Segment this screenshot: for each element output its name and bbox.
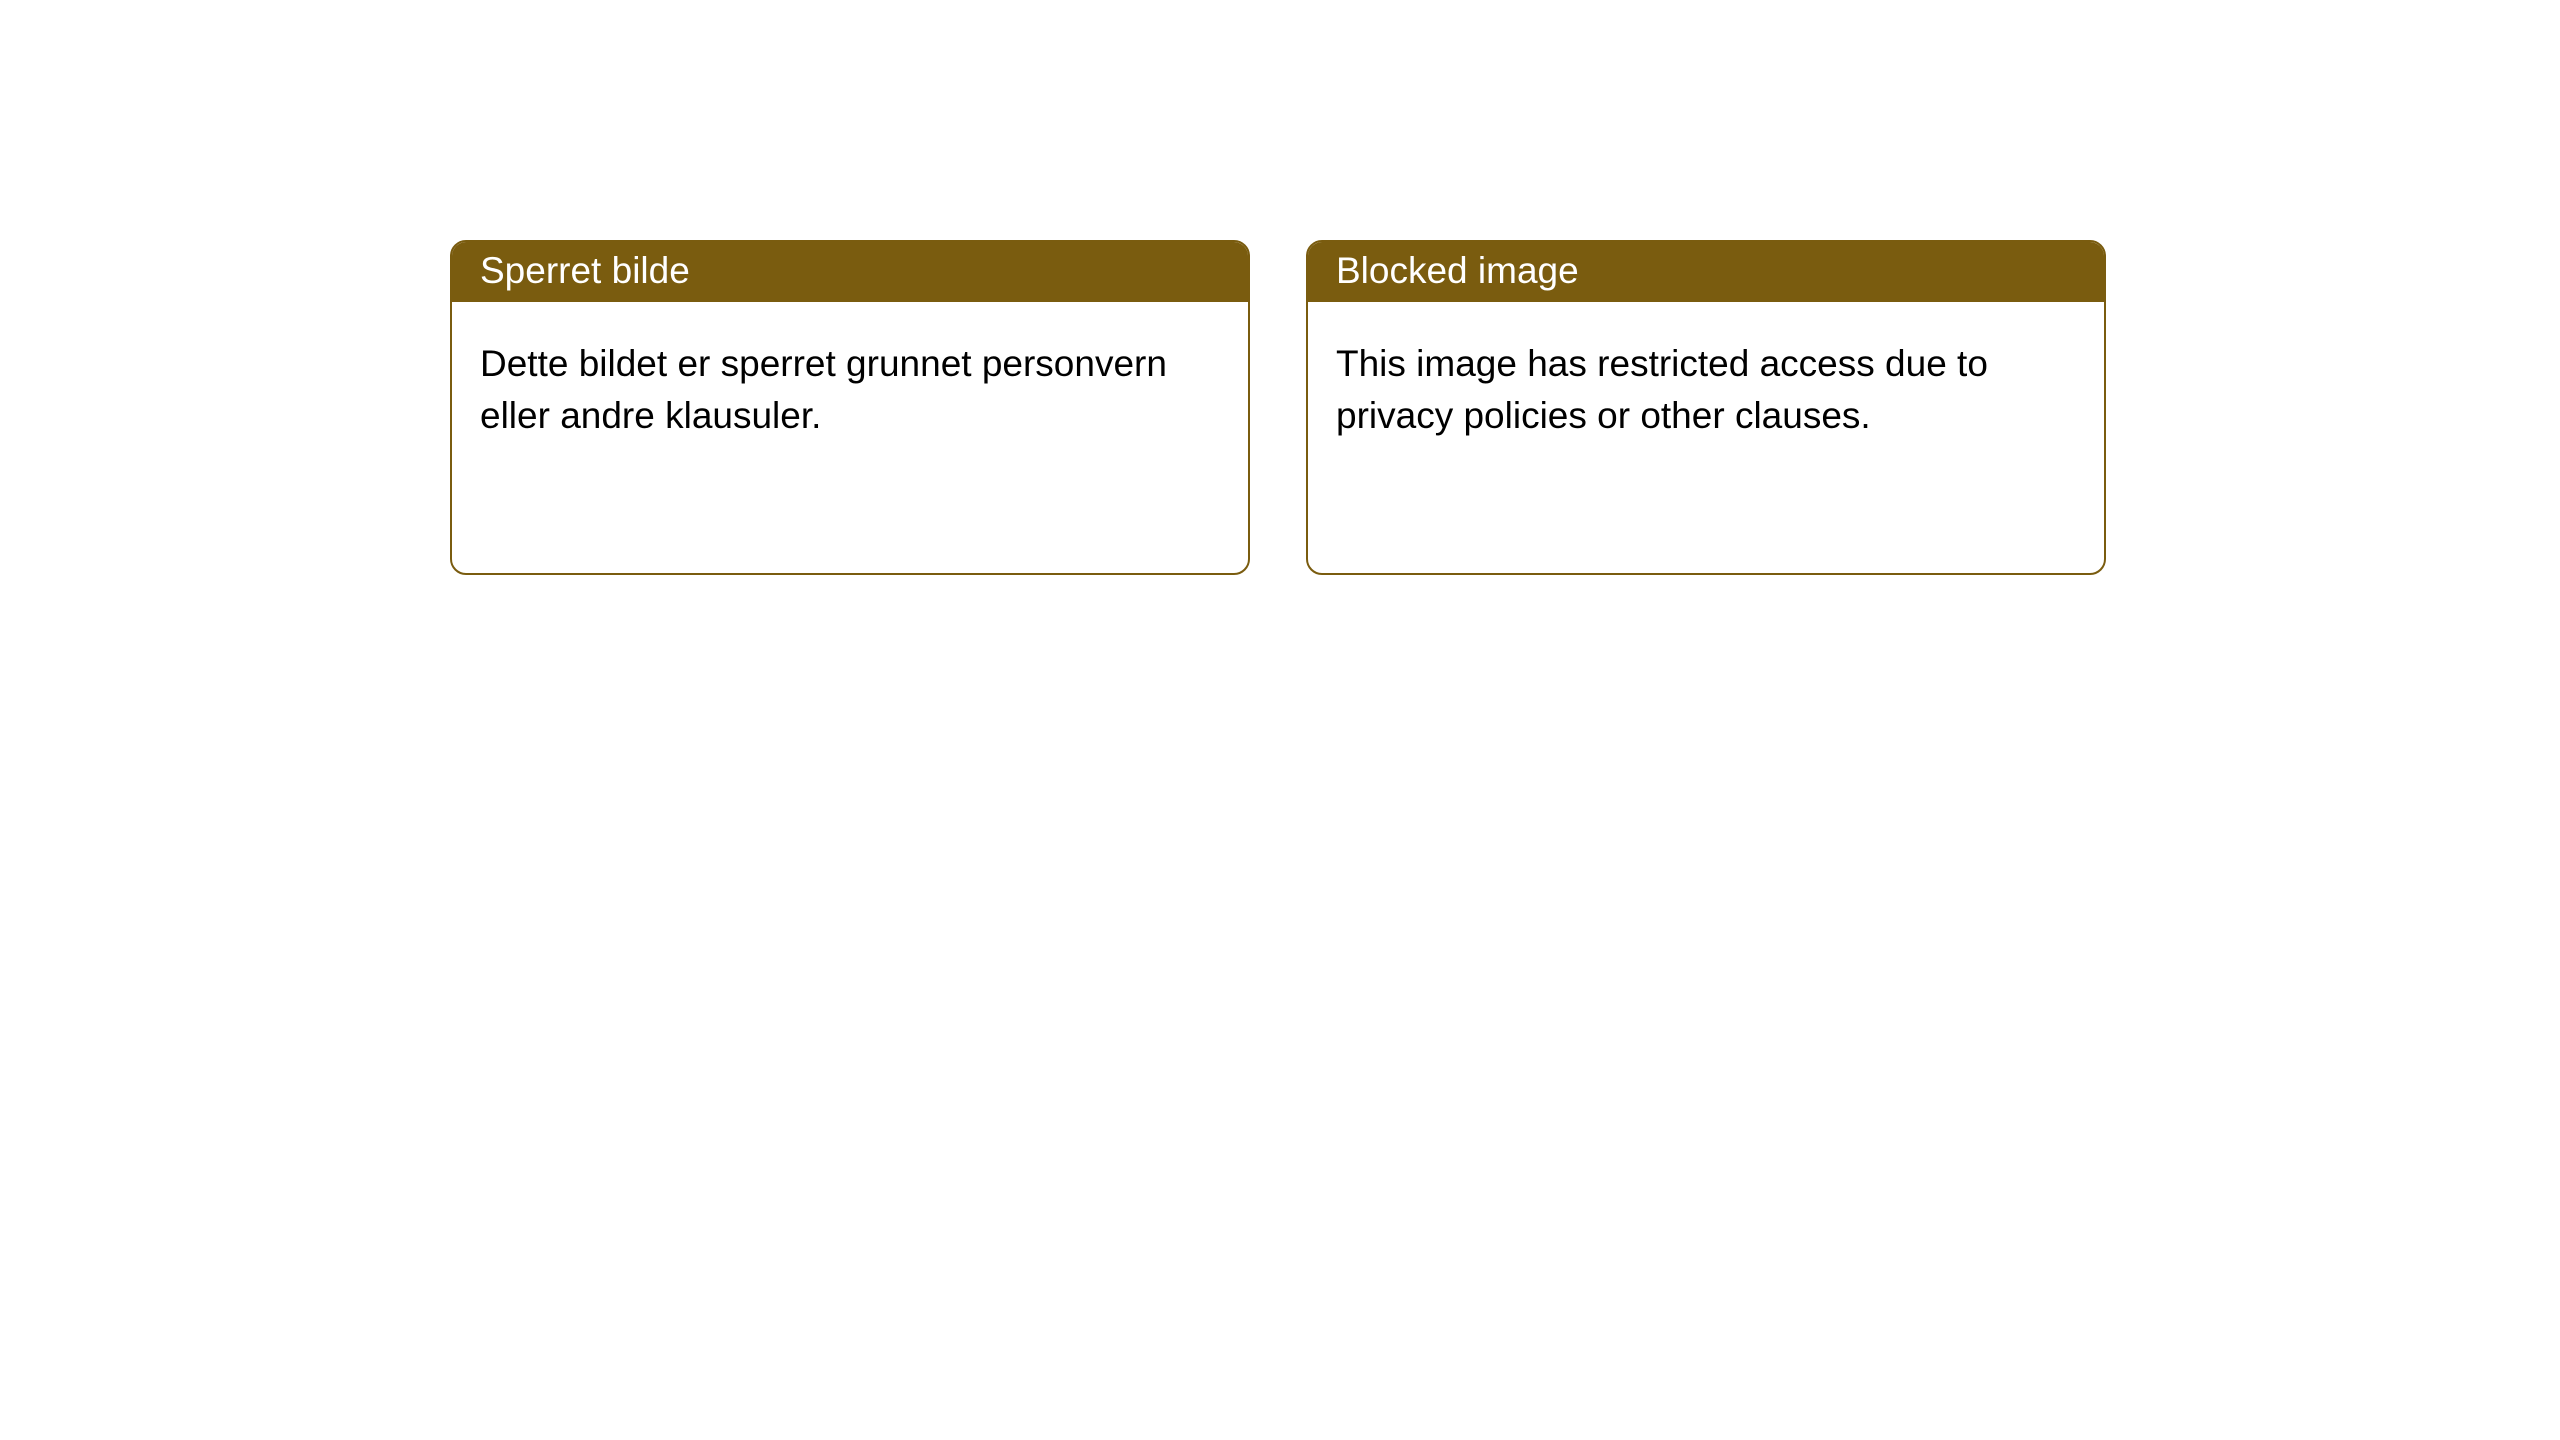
notice-card-title: Sperret bilde xyxy=(452,242,1248,302)
notice-card-body: Dette bildet er sperret grunnet personve… xyxy=(452,302,1248,478)
notice-card-body: This image has restricted access due to … xyxy=(1308,302,2104,478)
notice-container: Sperret bilde Dette bildet er sperret gr… xyxy=(0,0,2560,575)
notice-card-title: Blocked image xyxy=(1308,242,2104,302)
notice-card-norwegian: Sperret bilde Dette bildet er sperret gr… xyxy=(450,240,1250,575)
notice-card-english: Blocked image This image has restricted … xyxy=(1306,240,2106,575)
